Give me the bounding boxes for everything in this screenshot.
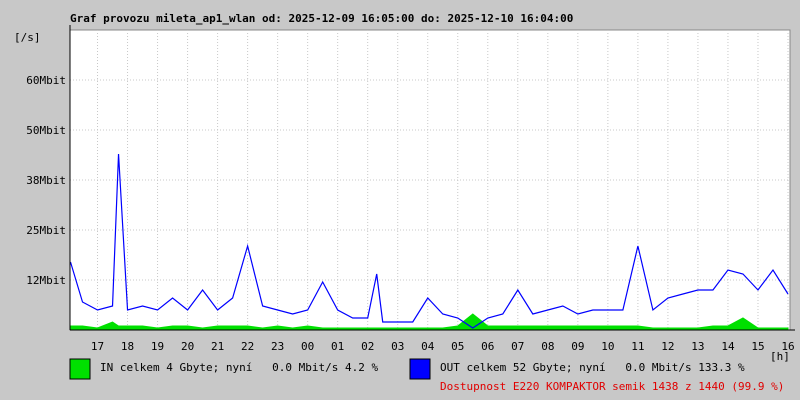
chart-title: Graf provozu mileta_ap1_wlan od: 2025-12… <box>70 12 573 25</box>
x-tick-label: 23 <box>271 340 284 353</box>
x-tick-label: 17 <box>91 340 104 353</box>
legend-label: OUT celkem 52 Gbyte; nyní 0.0 Mbit/s 133… <box>440 361 745 374</box>
x-tick-label: 08 <box>541 340 554 353</box>
series-area <box>70 313 789 331</box>
legend-label: IN celkem 4 Gbyte; nyní 0.0 Mbit/s 4.2 % <box>100 361 379 374</box>
x-tick-label: 11 <box>631 340 644 353</box>
x-tick-label: 22 <box>241 340 254 353</box>
y-tick-label: 50Mbit <box>26 124 66 137</box>
x-tick-label: 07 <box>511 340 524 353</box>
x-tick-label: 12 <box>661 340 674 353</box>
x-tick-label: 01 <box>331 340 344 353</box>
x-tick-label: 04 <box>421 340 435 353</box>
x-tick-label: 05 <box>451 340 464 353</box>
availability-note: Dostupnost E220 KOMPAKTOR semik 1438 z 1… <box>440 380 784 393</box>
y-unit: [/s] <box>14 31 41 44</box>
x-tick-label: 20 <box>181 340 194 353</box>
x-tick-label: 19 <box>151 340 164 353</box>
y-tick-label: 60Mbit <box>26 74 66 87</box>
x-tick-label: 16 <box>781 340 794 353</box>
x-tick-label: 13 <box>691 340 704 353</box>
x-tick-label: 18 <box>121 340 134 353</box>
legend-swatch <box>409 358 431 380</box>
x-tick-label: 03 <box>391 340 404 353</box>
legend-swatch <box>69 358 91 380</box>
x-tick-label: 06 <box>481 340 494 353</box>
y-tick-label: 12Mbit <box>26 274 66 287</box>
x-tick-label: 10 <box>601 340 614 353</box>
x-tick-label: 02 <box>361 340 374 353</box>
x-tick-label: 00 <box>301 340 314 353</box>
y-tick-label: 38Mbit <box>26 174 66 187</box>
x-tick-label: 15 <box>751 340 764 353</box>
x-unit: [h] <box>770 350 790 363</box>
x-tick-label: 14 <box>721 340 735 353</box>
y-tick-label: 25Mbit <box>26 224 66 237</box>
x-tick-label: 09 <box>571 340 584 353</box>
x-tick-label: 21 <box>211 340 224 353</box>
series-line <box>69 153 789 329</box>
